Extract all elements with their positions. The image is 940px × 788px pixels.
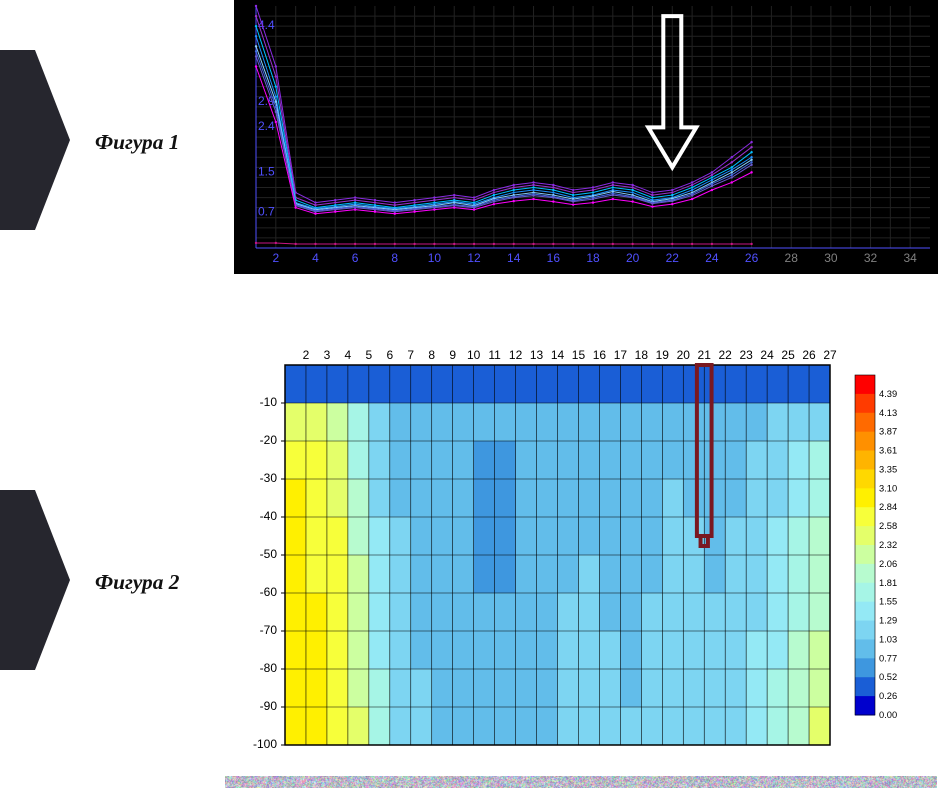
svg-text:15: 15 xyxy=(572,348,586,362)
svg-text:0.7: 0.7 xyxy=(258,205,275,219)
svg-text:3.35: 3.35 xyxy=(879,464,897,474)
svg-text:-90: -90 xyxy=(260,699,278,713)
svg-text:-70: -70 xyxy=(260,623,278,637)
svg-text:26: 26 xyxy=(745,251,759,265)
svg-text:32: 32 xyxy=(864,251,878,265)
svg-text:2: 2 xyxy=(303,348,310,362)
figure2-marker xyxy=(0,490,70,670)
svg-text:11: 11 xyxy=(488,348,501,362)
svg-text:-30: -30 xyxy=(260,471,278,485)
svg-text:0.26: 0.26 xyxy=(879,691,897,701)
svg-text:6: 6 xyxy=(352,251,359,265)
svg-text:-80: -80 xyxy=(260,661,278,675)
svg-text:0.52: 0.52 xyxy=(879,672,897,682)
svg-text:13: 13 xyxy=(530,348,544,362)
svg-text:20: 20 xyxy=(626,251,640,265)
svg-text:5: 5 xyxy=(366,348,373,362)
svg-text:2: 2 xyxy=(272,251,279,265)
svg-text:4.39: 4.39 xyxy=(879,389,897,399)
svg-text:26: 26 xyxy=(802,348,816,362)
svg-text:17: 17 xyxy=(614,348,628,362)
svg-text:34: 34 xyxy=(903,251,917,265)
svg-text:1.5: 1.5 xyxy=(258,164,275,178)
svg-text:18: 18 xyxy=(635,348,649,362)
svg-text:24: 24 xyxy=(760,348,774,362)
svg-text:2.84: 2.84 xyxy=(879,502,897,512)
svg-text:4: 4 xyxy=(312,251,319,265)
svg-text:2.58: 2.58 xyxy=(879,521,897,531)
figure2-heatmap: 2345678910111213141516171819202122232425… xyxy=(234,343,934,763)
svg-text:8: 8 xyxy=(428,348,435,362)
svg-text:6: 6 xyxy=(386,348,393,362)
svg-text:4: 4 xyxy=(345,348,352,362)
svg-text:0.00: 0.00 xyxy=(879,710,897,720)
svg-text:-20: -20 xyxy=(260,433,278,447)
noise-bar xyxy=(225,775,937,787)
figure1-label: Фигура 1 xyxy=(95,130,179,155)
svg-text:3.87: 3.87 xyxy=(879,427,897,437)
svg-text:2.06: 2.06 xyxy=(879,559,897,569)
svg-text:9: 9 xyxy=(449,348,456,362)
svg-text:30: 30 xyxy=(824,251,838,265)
svg-text:2.32: 2.32 xyxy=(879,540,897,550)
svg-text:28: 28 xyxy=(785,251,799,265)
svg-text:27: 27 xyxy=(823,348,837,362)
svg-text:1.03: 1.03 xyxy=(879,634,897,644)
svg-text:12: 12 xyxy=(509,348,523,362)
svg-text:7: 7 xyxy=(407,348,414,362)
svg-text:-50: -50 xyxy=(260,547,278,561)
svg-text:1.29: 1.29 xyxy=(879,616,897,626)
svg-text:-60: -60 xyxy=(260,585,278,599)
svg-text:-100: -100 xyxy=(253,737,277,751)
figure2-label: Фигура 2 xyxy=(95,570,179,595)
svg-text:1.55: 1.55 xyxy=(879,597,897,607)
svg-text:14: 14 xyxy=(551,348,565,362)
svg-text:3: 3 xyxy=(324,348,331,362)
figure1-line-chart: 2468101214161820222426283032340.71.52.42… xyxy=(234,0,938,274)
svg-text:14: 14 xyxy=(507,251,521,265)
figure1-marker xyxy=(0,50,70,230)
svg-text:16: 16 xyxy=(547,251,561,265)
svg-text:10: 10 xyxy=(467,348,481,362)
svg-text:18: 18 xyxy=(586,251,600,265)
svg-text:22: 22 xyxy=(666,251,680,265)
svg-text:24: 24 xyxy=(705,251,719,265)
svg-text:10: 10 xyxy=(428,251,442,265)
svg-text:12: 12 xyxy=(467,251,481,265)
svg-text:-10: -10 xyxy=(260,395,278,409)
svg-text:20: 20 xyxy=(677,348,691,362)
svg-text:19: 19 xyxy=(656,348,670,362)
svg-text:25: 25 xyxy=(781,348,795,362)
svg-text:0.77: 0.77 xyxy=(879,653,897,663)
svg-text:3.10: 3.10 xyxy=(879,483,897,493)
svg-text:1.81: 1.81 xyxy=(879,578,897,588)
svg-text:16: 16 xyxy=(593,348,607,362)
svg-text:21: 21 xyxy=(698,348,712,362)
svg-text:4.13: 4.13 xyxy=(879,408,897,418)
svg-text:8: 8 xyxy=(391,251,398,265)
svg-text:3.61: 3.61 xyxy=(879,446,897,456)
svg-text:22: 22 xyxy=(719,348,733,362)
svg-text:23: 23 xyxy=(739,348,753,362)
page: Фигура 1 Фигура 2 2468101214161820222426… xyxy=(0,0,940,788)
svg-text:2.4: 2.4 xyxy=(258,119,275,133)
svg-text:-40: -40 xyxy=(260,509,278,523)
